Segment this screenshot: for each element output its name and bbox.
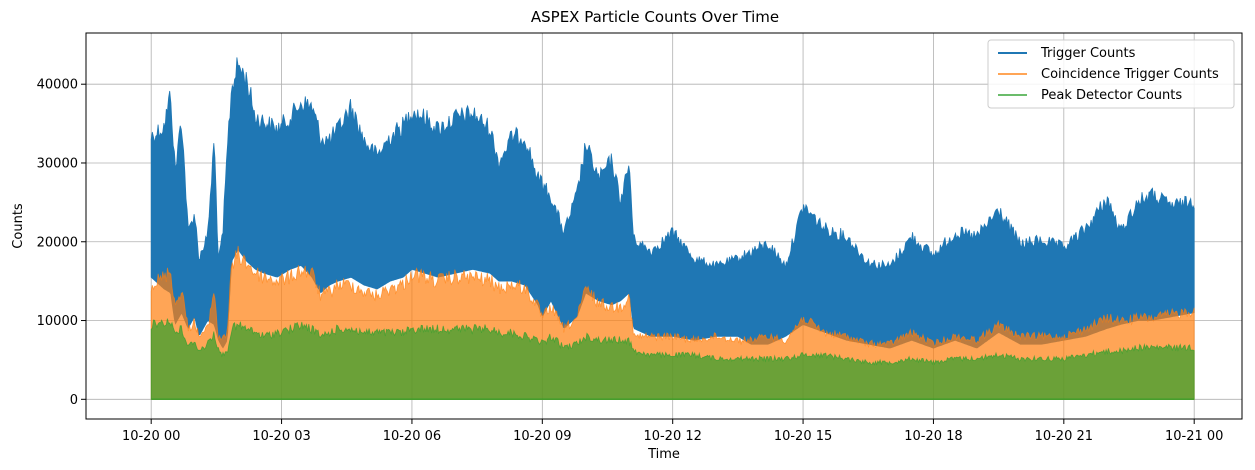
series-layer xyxy=(150,57,1195,401)
x-tick-label: 10-20 18 xyxy=(904,429,962,444)
y-axis-label: Counts xyxy=(11,203,26,249)
x-tick-label: 10-20 06 xyxy=(383,429,441,444)
y-tick-label: 40000 xyxy=(37,78,78,93)
y-axis-ticks: 0 10000 20000 30000 40000 xyxy=(37,78,86,408)
legend-label-peak: Peak Detector Counts xyxy=(1041,88,1182,103)
x-axis-label: Time xyxy=(647,447,680,462)
legend-box xyxy=(987,39,1235,109)
x-tick-label: 10-20 12 xyxy=(643,429,701,444)
x-tick-label: 10-20 09 xyxy=(513,429,571,444)
x-tick-label: 10-21 00 xyxy=(1165,429,1223,444)
y-tick-label: 0 xyxy=(70,393,78,408)
x-tick-label: 10-20 03 xyxy=(252,429,310,444)
y-tick-label: 20000 xyxy=(37,235,78,250)
series-peak-detector-counts xyxy=(150,318,1195,401)
x-tick-label: 10-20 00 xyxy=(122,429,180,444)
legend-label-coincidence: Coincidence Trigger Counts xyxy=(1041,67,1219,82)
x-tick-label: 10-20 21 xyxy=(1035,429,1093,444)
x-tick-label: 10-20 15 xyxy=(774,429,832,444)
x-axis-ticks: 10-20 00 10-20 03 10-20 06 10-20 09 10-20 12… xyxy=(122,419,1223,444)
legend-label-trigger: Trigger Counts xyxy=(1040,46,1136,61)
plot-frame xyxy=(85,32,1243,420)
legend: Trigger Counts Coincidence Trigger Count… xyxy=(987,39,1235,109)
y-tick-label: 30000 xyxy=(37,156,78,171)
chart-title: ASPEX Particle Counts Over Time xyxy=(531,8,779,26)
y-tick-label: 10000 xyxy=(37,314,78,329)
